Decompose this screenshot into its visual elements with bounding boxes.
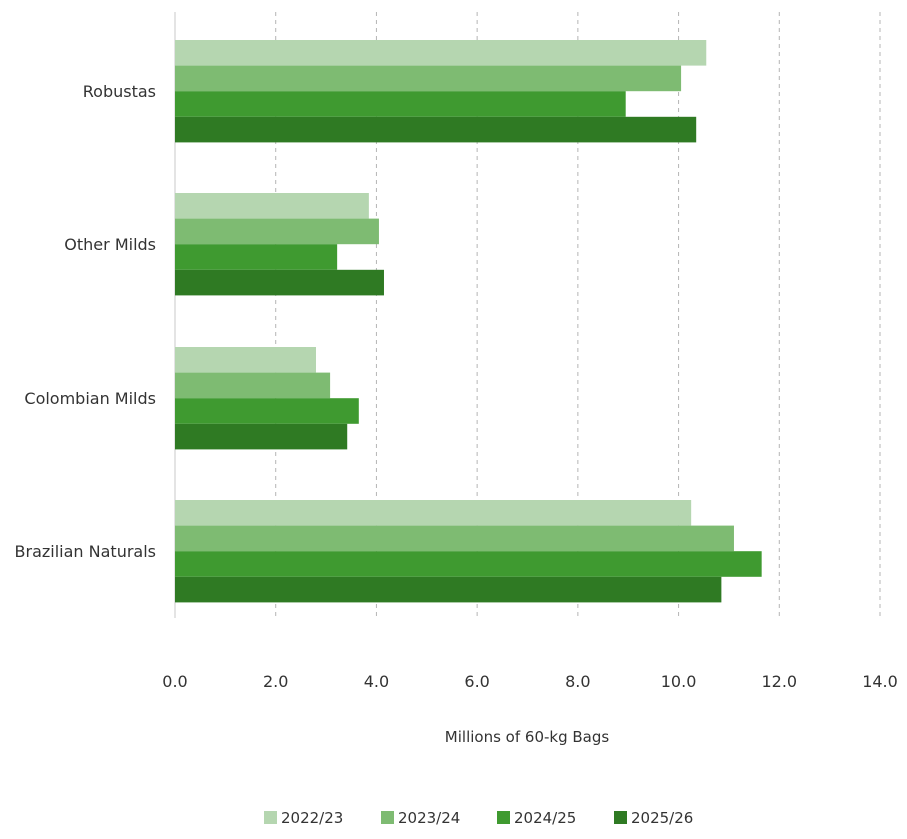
- bar-robustas-2024-25: [175, 91, 626, 117]
- legend-swatch: [264, 811, 277, 824]
- bar-colombian-milds-2023-24: [175, 372, 331, 399]
- bar-brazilian-naturals-2025-26: [175, 576, 722, 603]
- bar-brazilian-naturals-2024-25: [175, 551, 762, 577]
- x-tick-label: 10.0: [661, 672, 697, 691]
- legend-swatch: [381, 811, 394, 824]
- bar-other-milds-2025-26: [175, 269, 384, 296]
- bar-robustas-2022-23: [175, 40, 707, 66]
- bar-other-milds-2023-24: [175, 218, 379, 245]
- x-tick-label: 0.0: [162, 672, 187, 691]
- legend-swatch: [497, 811, 510, 824]
- bar-brazilian-naturals-2023-24: [175, 525, 734, 552]
- category-label: Other Milds: [64, 235, 156, 254]
- category-labels: Robustas Other Milds Colombian Milds Brazil…: [15, 82, 156, 561]
- category-label: Robustas: [83, 82, 156, 101]
- legend-label: 2022/23: [281, 809, 343, 827]
- legend-item-2025-26: 2025/26: [614, 809, 693, 827]
- legend-swatch: [614, 811, 627, 824]
- bar-colombian-milds-2025-26: [175, 423, 348, 450]
- x-tick-label: 14.0: [862, 672, 898, 691]
- legend-label: 2024/25: [514, 809, 576, 827]
- bar-other-milds-2022-23: [175, 193, 369, 219]
- bar-brazilian-naturals-2022-23: [175, 500, 692, 526]
- legend-label: 2025/26: [631, 809, 693, 827]
- legend: 2022/23 2023/24 2024/25 2025/26: [264, 809, 693, 827]
- bar-robustas-2025-26: [175, 116, 697, 143]
- x-axis-title: Millions of 60-kg Bags: [445, 728, 610, 746]
- legend-item-2024-25: 2024/25: [497, 809, 576, 827]
- x-tick-label: 8.0: [565, 672, 590, 691]
- x-tick-label: 4.0: [364, 672, 389, 691]
- bar-colombian-milds-2022-23: [175, 347, 316, 373]
- bar-other-milds-2024-25: [175, 244, 338, 270]
- legend-item-2023-24: 2023/24: [381, 809, 460, 827]
- category-label: Colombian Milds: [24, 389, 156, 408]
- x-tick-label: 2.0: [263, 672, 288, 691]
- legend-item-2022-23: 2022/23: [264, 809, 343, 827]
- bars: [175, 40, 762, 603]
- category-label: Brazilian Naturals: [15, 542, 156, 561]
- x-tick-label: 12.0: [761, 672, 797, 691]
- bar-colombian-milds-2024-25: [175, 398, 359, 424]
- x-tick-label: 6.0: [464, 672, 489, 691]
- x-tick-labels: 0.0 2.0 4.0 6.0 8.0 10.0 12.0 14.0: [162, 672, 898, 691]
- bar-robustas-2023-24: [175, 65, 682, 92]
- legend-label: 2023/24: [398, 809, 460, 827]
